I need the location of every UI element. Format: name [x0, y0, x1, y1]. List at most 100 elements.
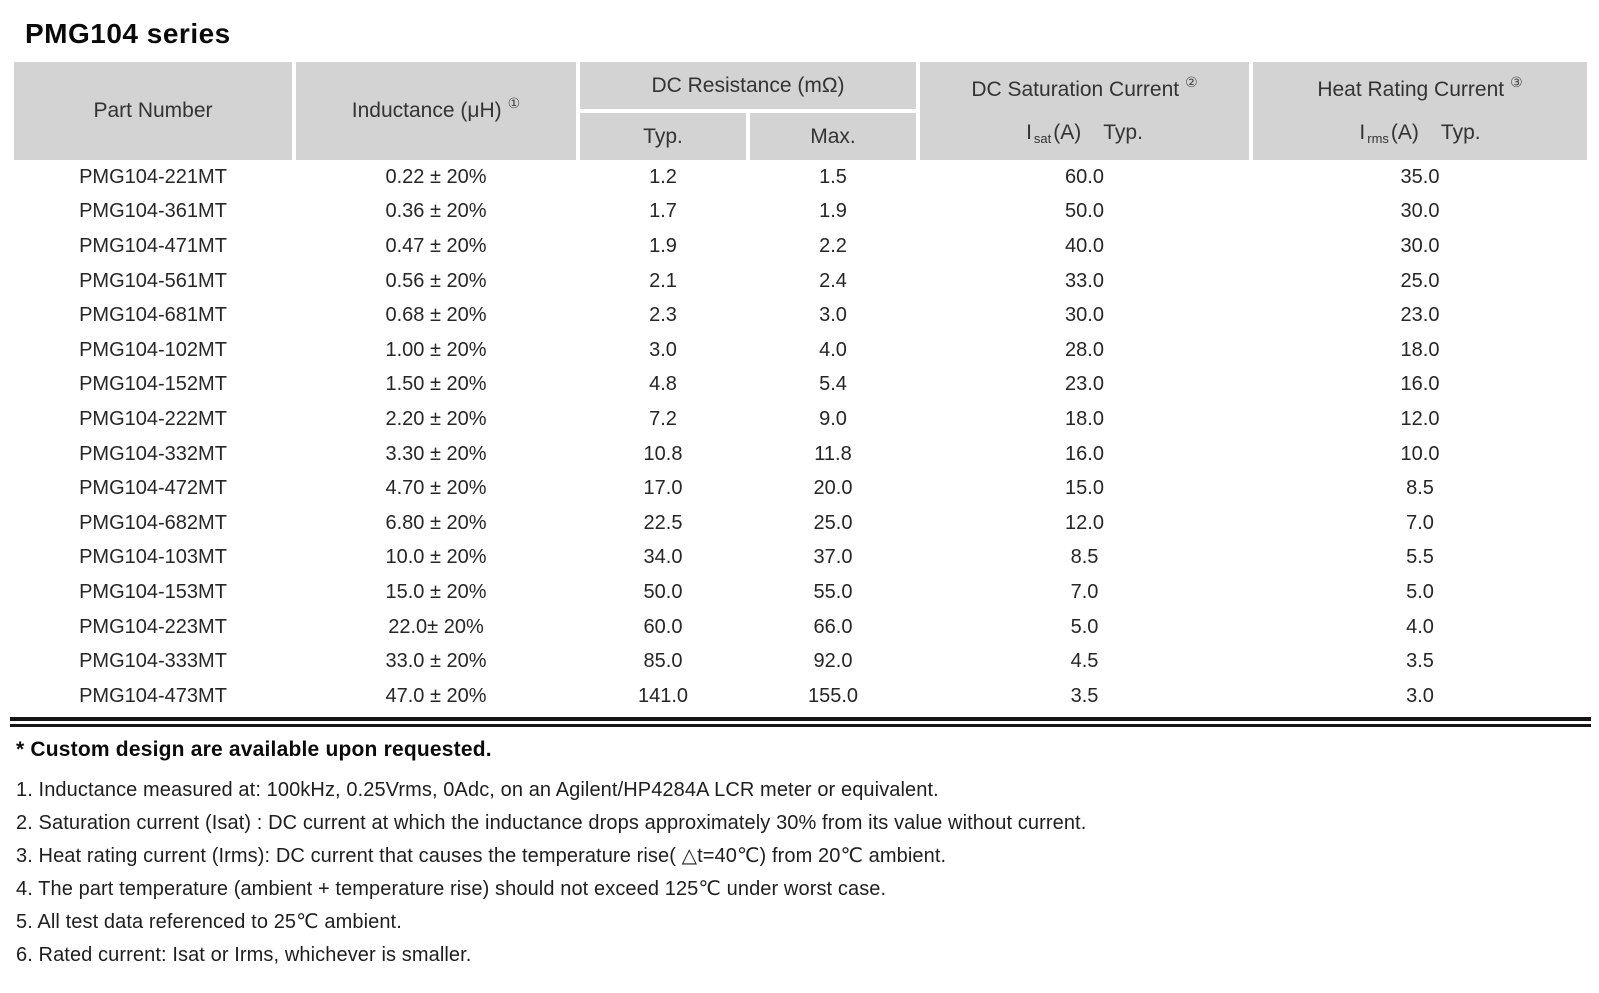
part-number-cell: PMG104-361MT — [79, 200, 227, 223]
part-number-cell: PMG104-333MT — [79, 650, 227, 673]
isat-cell: 28.0 — [1065, 338, 1104, 361]
dcr-typ-cell: 1.9 — [649, 234, 677, 257]
subcolumn-header-max: Max. — [750, 113, 916, 160]
dcr-max-cell: 1.5 — [819, 165, 847, 188]
part-number-cell: PMG104-223MT — [79, 615, 227, 638]
heat-rating-symbol-subscript: rms — [1367, 130, 1389, 146]
inductance-cell: 0.68 ± 20% — [385, 304, 487, 327]
inductance-cell: 6.80 ± 20% — [385, 511, 487, 534]
isat-cell: 60.0 — [1065, 165, 1104, 188]
dcr-max-cell: 55.0 — [813, 580, 853, 603]
column-header-dc-resistance: DC Resistance (mΩ) — [580, 62, 916, 109]
irms-cell: 16.0 — [1400, 373, 1440, 396]
isat-cell: 12.0 — [1065, 511, 1104, 534]
dcr-typ-cell: 60.0 — [643, 615, 683, 638]
table-row: PMG104-473MT 47.0 ± 20% 141.0 155.0 3.5 … — [14, 679, 1587, 714]
table-row: PMG104-681MT 0.68 ± 20% 2.3 3.0 30.0 23.… — [14, 298, 1587, 333]
inductance-cell: 0.22 ± 20% — [385, 165, 487, 188]
inductance-cell: 22.0± 20% — [388, 615, 484, 638]
page-title: PMG104 series — [25, 18, 231, 49]
table-row: PMG104-103MT 10.0 ± 20% 34.0 37.0 8.5 5.… — [14, 541, 1587, 576]
table-bottom-rule — [10, 716, 1591, 727]
dcr-typ-cell: 7.2 — [649, 407, 677, 430]
saturation-subheader-line: I sat (A) Typ. — [1026, 121, 1143, 146]
isat-cell: 16.0 — [1065, 442, 1104, 465]
table-row: PMG104-471MT 0.47 ± 20% 1.9 2.2 40.0 30.… — [14, 229, 1587, 264]
saturation-header-line: DC Saturation Current ② — [971, 74, 1197, 102]
dcr-max-cell: 25.0 — [813, 511, 853, 534]
dcr-max-cell: 3.0 — [819, 304, 847, 327]
part-number-cell: PMG104-102MT — [79, 338, 227, 361]
dcr-typ-cell: 2.1 — [649, 269, 677, 292]
dcr-typ-cell: 50.0 — [643, 580, 683, 603]
isat-cell: 23.0 — [1065, 373, 1104, 396]
table-row: PMG104-333MT 33.0 ± 20% 85.0 92.0 4.5 3.… — [14, 644, 1587, 679]
inductance-cell: 4.70 ± 20% — [385, 477, 487, 500]
table-row: PMG104-561MT 0.56 ± 20% 2.1 2.4 33.0 25.… — [14, 264, 1587, 299]
table-row: PMG104-332MT 3.30 ± 20% 10.8 11.8 16.0 1… — [14, 437, 1587, 472]
dcr-max-cell: 155.0 — [807, 684, 859, 707]
isat-cell: 4.5 — [1070, 650, 1099, 673]
dcr-typ-cell: 17.0 — [643, 477, 683, 500]
part-number-cell: PMG104-471MT — [79, 234, 227, 257]
dcr-max-cell: 92.0 — [813, 650, 853, 673]
isat-cell: 33.0 — [1065, 269, 1104, 292]
isat-cell: 5.0 — [1070, 615, 1099, 638]
inductance-note-ref: ① — [507, 95, 521, 111]
inductance-header-label: Inductance (μH) — [351, 99, 502, 122]
heat-rating-qualifier: Typ. — [1440, 120, 1481, 144]
part-number-cell: PMG104-103MT — [79, 546, 227, 569]
column-header-part-number: Part Number — [14, 62, 292, 160]
heat-rating-symbol: I — [1359, 120, 1366, 144]
isat-cell: 8.5 — [1070, 546, 1099, 569]
footnote-item: 6. Rated current: Isat or Irms, whicheve… — [16, 944, 472, 966]
dcr-typ-cell: 2.3 — [649, 304, 677, 327]
max-header-label: Max. — [810, 124, 856, 148]
dcr-typ-cell: 85.0 — [643, 650, 683, 673]
part-number-cell: PMG104-222MT — [79, 407, 227, 430]
footnote-item: 5. All test data referenced to 25℃ ambie… — [16, 911, 402, 933]
part-number-cell: PMG104-682MT — [79, 511, 227, 534]
subcolumn-header-typ: Typ. — [580, 113, 746, 160]
part-number-cell: PMG104-153MT — [79, 580, 227, 603]
irms-cell: 5.0 — [1406, 580, 1434, 603]
heat-rating-note-ref: ③ — [1510, 73, 1523, 90]
table-row: PMG104-102MT 1.00 ± 20% 3.0 4.0 28.0 18.… — [14, 333, 1587, 368]
dc-resistance-header-label: DC Resistance (mΩ) — [651, 73, 845, 97]
dcr-max-cell: 66.0 — [813, 615, 853, 638]
footnote-item: 3. Heat rating current (Irms): DC curren… — [16, 845, 947, 867]
table-row: PMG104-682MT 6.80 ± 20% 22.5 25.0 12.0 7… — [14, 506, 1587, 541]
footnotes: * Custom design are available upon reque… — [16, 732, 1586, 978]
irms-cell: 30.0 — [1400, 200, 1440, 223]
column-header-saturation: DC Saturation Current ② I sat (A) Typ. — [920, 62, 1249, 160]
part-number-cell: PMG104-472MT — [79, 477, 227, 500]
saturation-symbol-subscript: sat — [1033, 130, 1052, 146]
custom-design-note: * Custom design are available upon reque… — [16, 738, 492, 761]
saturation-note-ref: ② — [1185, 73, 1198, 90]
spec-table: Part Number Inductance (μH) ① DC Resista… — [10, 62, 1591, 727]
inductance-cell: 0.36 ± 20% — [385, 200, 487, 223]
dcr-max-cell: 2.2 — [819, 234, 847, 257]
part-number-cell: PMG104-332MT — [79, 442, 227, 465]
inductance-cell: 10.0 ± 20% — [385, 546, 487, 569]
irms-cell: 10.0 — [1400, 442, 1440, 465]
inductance-cell: 3.30 ± 20% — [385, 442, 487, 465]
part-number-cell: PMG104-681MT — [79, 304, 227, 327]
table-row: PMG104-222MT 2.20 ± 20% 7.2 9.0 18.0 12.… — [14, 402, 1587, 437]
irms-cell: 35.0 — [1400, 165, 1440, 188]
irms-cell: 23.0 — [1400, 304, 1440, 327]
dcr-max-cell: 37.0 — [813, 546, 853, 569]
irms-cell: 7.0 — [1406, 511, 1434, 534]
inductance-cell: 0.47 ± 20% — [385, 234, 487, 257]
dcr-max-cell: 2.4 — [819, 269, 847, 292]
isat-cell: 7.0 — [1070, 580, 1099, 603]
heat-rating-unit: (A) — [1390, 120, 1419, 144]
irms-cell: 3.5 — [1406, 650, 1434, 673]
table-row: PMG104-472MT 4.70 ± 20% 17.0 20.0 15.0 8… — [14, 471, 1587, 506]
irms-cell: 4.0 — [1406, 615, 1434, 638]
irms-cell: 30.0 — [1400, 234, 1440, 257]
isat-cell: 50.0 — [1065, 200, 1104, 223]
dcr-typ-cell: 34.0 — [643, 546, 683, 569]
dcr-max-cell: 11.8 — [814, 442, 852, 465]
